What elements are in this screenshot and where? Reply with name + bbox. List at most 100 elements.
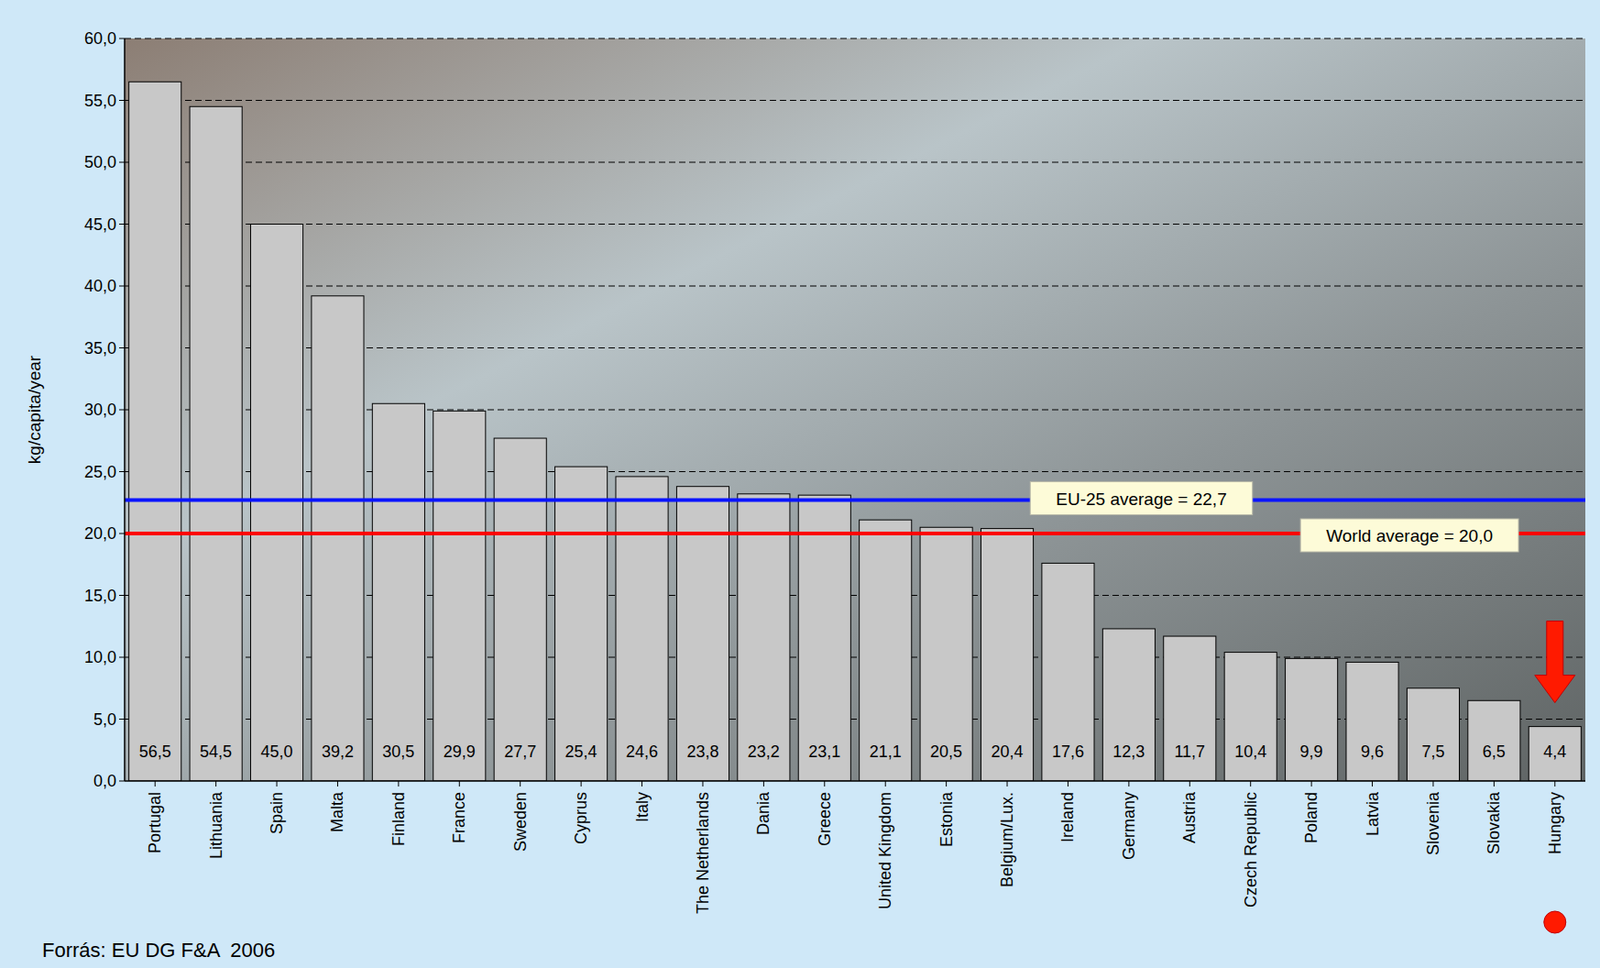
category-label: Sweden bbox=[511, 791, 530, 852]
category-label: Czech Republic bbox=[1241, 791, 1261, 908]
tick-label: 15,0 bbox=[84, 586, 117, 605]
tick-label: 30,0 bbox=[84, 400, 117, 419]
category-label: Austria bbox=[1180, 790, 1199, 844]
x-tick bbox=[763, 780, 765, 787]
x-tick bbox=[580, 780, 582, 787]
bar bbox=[189, 106, 242, 781]
x-tick bbox=[397, 780, 399, 787]
y-axis-title: kg/capita/year bbox=[24, 354, 44, 464]
tick-mark bbox=[119, 162, 125, 164]
tick-mark bbox=[119, 285, 125, 287]
tick-label: 20,0 bbox=[84, 524, 117, 543]
x-tick bbox=[1432, 780, 1434, 787]
data-label: 21,1 bbox=[869, 742, 902, 761]
category-label: Portugal bbox=[145, 791, 165, 854]
tick-mark bbox=[119, 99, 125, 101]
data-label: 20,4 bbox=[991, 742, 1024, 761]
category-label: Latvia bbox=[1363, 790, 1382, 836]
data-label: 25,4 bbox=[565, 742, 598, 761]
x-tick bbox=[1128, 780, 1129, 787]
bar bbox=[615, 476, 669, 781]
x-tick bbox=[701, 780, 703, 787]
grid-line bbox=[124, 162, 1586, 164]
x-tick bbox=[276, 780, 278, 787]
bar bbox=[1224, 652, 1277, 781]
category-label: Hungary bbox=[1545, 791, 1565, 855]
y-axis bbox=[123, 38, 126, 781]
data-label: 9,9 bbox=[1300, 742, 1324, 761]
category-label: Ireland bbox=[1058, 791, 1077, 843]
category-label: Poland bbox=[1302, 791, 1321, 844]
x-tick bbox=[337, 780, 339, 787]
data-label: 45,0 bbox=[261, 742, 294, 761]
bar bbox=[1163, 635, 1217, 781]
bar bbox=[372, 403, 425, 781]
tick-label: 40,0 bbox=[84, 276, 117, 296]
category-label: Italy bbox=[633, 791, 652, 822]
category-label: Malta bbox=[328, 790, 347, 833]
annotation: EU-25 average = 22,7 bbox=[1030, 482, 1252, 516]
category-label: Slovakia bbox=[1484, 790, 1503, 855]
category-label: Belgium/Lux. bbox=[997, 791, 1017, 888]
tick-label: 10,0 bbox=[84, 647, 117, 667]
tick-mark bbox=[119, 657, 125, 658]
x-tick bbox=[1371, 780, 1373, 787]
data-label: 12,3 bbox=[1112, 742, 1145, 761]
tick-label: 45,0 bbox=[84, 215, 117, 234]
tick-mark bbox=[119, 347, 125, 349]
data-label: 20,5 bbox=[930, 742, 963, 761]
tick-mark bbox=[119, 718, 125, 720]
category-label: Spain bbox=[267, 791, 286, 834]
tick-mark bbox=[119, 533, 125, 535]
x-tick bbox=[1067, 780, 1069, 787]
grid-line bbox=[124, 223, 1586, 225]
annotation: World average = 20,0 bbox=[1300, 518, 1519, 552]
tick-mark bbox=[119, 38, 125, 40]
data-label: 54,5 bbox=[199, 742, 232, 761]
bars bbox=[129, 81, 1582, 781]
bar bbox=[129, 81, 182, 781]
data-label: 11,7 bbox=[1173, 742, 1206, 761]
category-label: Estonia bbox=[937, 790, 956, 847]
data-label: 9,6 bbox=[1360, 742, 1384, 761]
annotation-box bbox=[1030, 482, 1252, 516]
bar bbox=[493, 438, 547, 781]
bar bbox=[250, 224, 303, 782]
x-tick bbox=[945, 780, 947, 787]
category-label: Greece bbox=[815, 791, 834, 846]
category-label: Finland bbox=[389, 791, 408, 846]
tick-mark bbox=[119, 223, 125, 225]
x-tick bbox=[1249, 780, 1251, 787]
bar bbox=[980, 528, 1033, 781]
bar bbox=[920, 526, 973, 781]
category-label: Slovenia bbox=[1424, 790, 1443, 855]
category-label: Germany bbox=[1119, 791, 1139, 860]
data-label: 27,7 bbox=[504, 742, 537, 761]
tick-mark bbox=[119, 780, 125, 782]
bar bbox=[1041, 562, 1095, 781]
grid-line bbox=[124, 285, 1586, 287]
data-label: 23,2 bbox=[747, 742, 780, 761]
bar bbox=[1346, 661, 1399, 781]
data-label: 6,5 bbox=[1482, 742, 1506, 761]
data-label: 23,1 bbox=[808, 742, 841, 761]
data-label: 23,8 bbox=[686, 742, 719, 761]
data-label: 24,6 bbox=[625, 742, 658, 761]
tick-label: 55,0 bbox=[84, 91, 117, 110]
highlight-arrow bbox=[1534, 621, 1576, 703]
bar bbox=[1468, 700, 1521, 781]
category-label: Lithuania bbox=[207, 790, 226, 859]
x-tick bbox=[885, 780, 887, 787]
grid-line bbox=[124, 38, 1586, 40]
data-label: 39,2 bbox=[321, 742, 354, 761]
tick-label: 50,0 bbox=[84, 153, 117, 172]
data-label: 7,5 bbox=[1421, 742, 1445, 761]
tick-mark bbox=[119, 409, 125, 411]
annotation-label: World average = 20,0 bbox=[1326, 526, 1493, 546]
x-tick bbox=[1493, 780, 1495, 787]
annotation-box bbox=[1300, 518, 1519, 552]
tick-mark bbox=[119, 471, 125, 472]
highlight-dot bbox=[1544, 910, 1567, 933]
source-note: Forrás: EU DG F&A 2006 bbox=[42, 938, 275, 962]
category-label: Dania bbox=[754, 790, 773, 835]
